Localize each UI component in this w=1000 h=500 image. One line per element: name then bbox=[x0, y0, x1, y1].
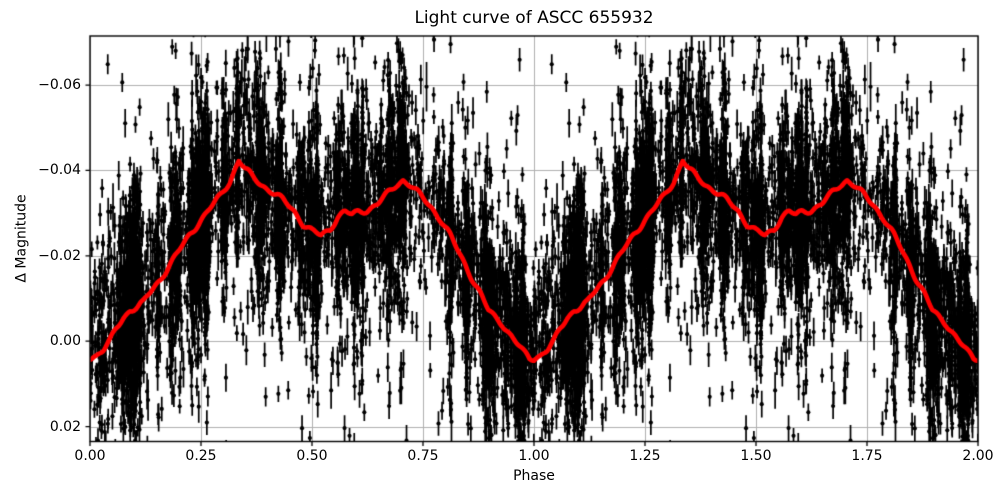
y-tick-label: −0.06 bbox=[38, 77, 81, 94]
x-tick-label: 0.75 bbox=[407, 447, 439, 464]
y-tick-label: 0.02 bbox=[49, 418, 81, 435]
x-tick-label: 0.00 bbox=[74, 447, 106, 464]
x-tick-label: 1.50 bbox=[740, 447, 772, 464]
x-tick-label: 1.25 bbox=[629, 447, 661, 464]
x-tick-label: 2.00 bbox=[962, 447, 994, 464]
chart-title: Light curve of ASCC 655932 bbox=[414, 8, 654, 28]
x-tick-label: 1.00 bbox=[518, 447, 550, 464]
x-tick-label: 1.75 bbox=[851, 447, 883, 464]
y-tick-label: −0.04 bbox=[38, 162, 81, 179]
x-tick-label: 0.25 bbox=[185, 447, 217, 464]
x-tick-label: 0.50 bbox=[296, 447, 328, 464]
y-tick-label: 0.00 bbox=[49, 333, 81, 350]
y-tick-label: −0.02 bbox=[38, 247, 81, 264]
x-axis-label: Phase bbox=[513, 468, 555, 484]
